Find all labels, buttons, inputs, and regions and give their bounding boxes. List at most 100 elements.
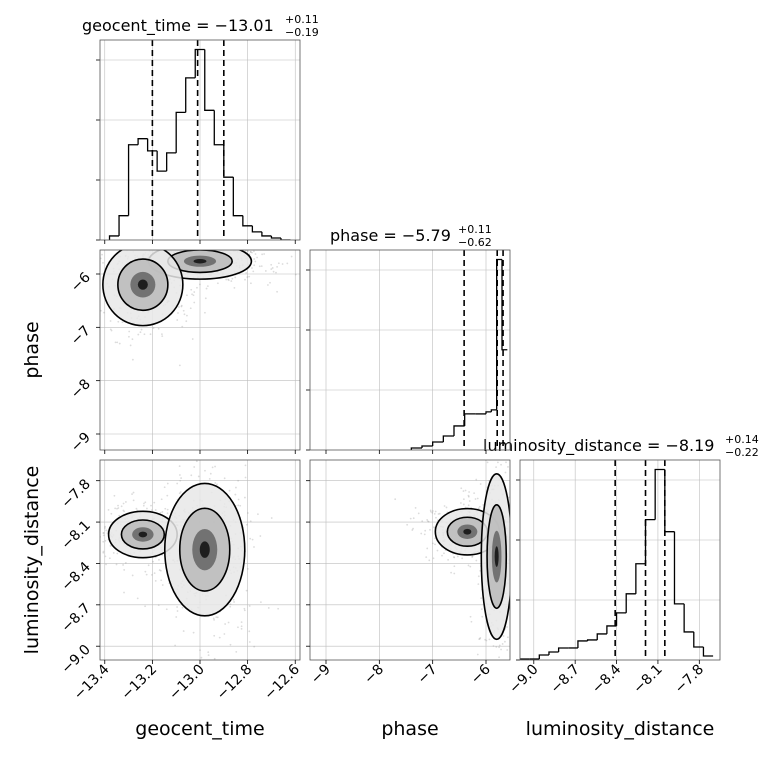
pair-geocent-time-phase-sample-645 bbox=[198, 283, 201, 286]
pair-geocent-time-phase-sample-584 bbox=[128, 335, 130, 338]
pair-geocent-time-luminosity-distance-sample-336 bbox=[105, 529, 108, 532]
hist-luminosity-distance-bar-8 bbox=[596, 633, 607, 640]
pair-phase-luminosity-distance-sample-576 bbox=[479, 458, 481, 460]
pair-geocent-time-phase-sample-598 bbox=[131, 358, 134, 361]
hist-luminosity-distance-xtick-label-0: −9.0 bbox=[506, 662, 541, 697]
pair-geocent-time-luminosity-distance-sample-282 bbox=[115, 563, 118, 566]
pair-phase-luminosity-distance-sample-266 bbox=[436, 549, 439, 552]
pair-geocent-time-phase-sample-561 bbox=[197, 247, 199, 249]
hist-geocent-time-bar-17 bbox=[270, 235, 281, 239]
title-geocent-time-lower: −0.19 bbox=[285, 26, 319, 39]
pair-geocent-time-phase-sample-163 bbox=[137, 246, 139, 248]
pair-geocent-time-luminosity-distance-sample-105 bbox=[251, 538, 254, 541]
pair-phase-luminosity-distance-sample-83 bbox=[513, 538, 515, 540]
pair-geocent-time-phase-sample-194 bbox=[221, 246, 223, 248]
pair-phase-luminosity-distance-sample-665 bbox=[476, 497, 479, 500]
pair-geocent-time-luminosity-distance-sample-192 bbox=[229, 643, 232, 646]
pair-geocent-time-phase-sample-539 bbox=[139, 233, 141, 235]
pair-geocent-time-phase-sample-415 bbox=[154, 247, 156, 249]
hist-phase-bar-7 bbox=[485, 411, 492, 414]
pair-geocent-time-luminosity-distance-sample-143 bbox=[167, 673, 169, 675]
pair-geocent-time-phase-sample-238 bbox=[85, 245, 87, 247]
pair-phase-luminosity-distance-sample-340 bbox=[428, 559, 431, 562]
pair-phase-luminosity-distance-sample-107 bbox=[453, 572, 456, 575]
pair-geocent-time-luminosity-distance-sample-465 bbox=[166, 482, 169, 485]
pair-geocent-time-luminosity-distance-sample-304 bbox=[86, 543, 88, 545]
pair-geocent-time-phase-sample-673 bbox=[247, 246, 249, 248]
pair-phase-luminosity-distance-sample-607 bbox=[477, 583, 480, 586]
hist-phase-bar-1 bbox=[421, 445, 433, 448]
pair-geocent-time-luminosity-distance-sample-498 bbox=[246, 512, 249, 514]
pair-geocent-time-luminosity-distance-sample-360 bbox=[93, 542, 95, 544]
hist-phase-bar-4 bbox=[453, 425, 465, 436]
pair-geocent-time-luminosity-distance-sample-481 bbox=[184, 453, 186, 455]
pair-geocent-time-phase-sample-609 bbox=[189, 307, 192, 310]
pair-phase-luminosity-distance-sample-660 bbox=[438, 512, 441, 515]
pair-geocent-time-luminosity-distance-sample-496 bbox=[204, 469, 206, 472]
pair-phase-luminosity-distance-sample-440 bbox=[480, 608, 483, 611]
pair-geocent-time-luminosity-distance-sample-567 bbox=[243, 609, 246, 612]
pair-phase-luminosity-distance-sample-662 bbox=[485, 639, 488, 642]
pair-phase-luminosity-distance-sample-89 bbox=[506, 626, 508, 628]
hist-geocent-time-bar-14 bbox=[242, 215, 253, 227]
pair-phase-luminosity-distance-sample-460 bbox=[470, 620, 473, 623]
pair-geocent-time-phase-sample-636 bbox=[228, 245, 230, 247]
pair-geocent-time-phase-sample-11 bbox=[242, 245, 244, 247]
pair-phase-luminosity-distance-sample-172 bbox=[409, 517, 412, 520]
pair-geocent-time-phase-mode-1-level-3 bbox=[137, 279, 148, 290]
pair-geocent-time-phase-sample-347 bbox=[188, 247, 190, 249]
pair-geocent-time-phase-sample-251 bbox=[276, 290, 278, 293]
pair-geocent-time-phase-sample-300 bbox=[195, 248, 197, 250]
pair-geocent-time-luminosity-distance-sample-226 bbox=[142, 504, 145, 507]
pair-geocent-time-phase-sample-80 bbox=[187, 242, 189, 244]
pair-phase-luminosity-distance-sample-429 bbox=[445, 506, 448, 509]
pair-phase-luminosity-distance-sample-117 bbox=[511, 619, 513, 621]
pair-phase-luminosity-distance-sample-345 bbox=[467, 495, 470, 498]
title-geocent-time-upper: +0.11 bbox=[285, 13, 319, 26]
pair-geocent-time-phase-sample-575 bbox=[199, 248, 201, 250]
pair-geocent-time-luminosity-distance-sample-345 bbox=[197, 475, 200, 478]
pair-geocent-time-phase-sample-240 bbox=[270, 263, 273, 266]
pair-phase-luminosity-distance-sample-539 bbox=[492, 669, 494, 671]
pair-geocent-time-luminosity-distance-sample-127 bbox=[235, 486, 237, 489]
pair-phase-luminosity-distance-sample-682 bbox=[469, 565, 472, 568]
pair-geocent-time-phase-sample-551 bbox=[182, 309, 185, 312]
pair-geocent-time-luminosity-distance-sample-503 bbox=[253, 546, 255, 548]
pair-geocent-time-luminosity-distance-sample-16 bbox=[208, 478, 211, 480]
pair-phase-luminosity-distance-sample-554 bbox=[431, 510, 434, 512]
pair-geocent-time-luminosity-distance-sample-96 bbox=[102, 532, 105, 534]
pair-geocent-time-luminosity-distance-sample-190 bbox=[112, 552, 115, 554]
pair-geocent-time-luminosity-distance-sample-257 bbox=[240, 627, 243, 630]
pair-phase-luminosity-distance-sample-459 bbox=[429, 528, 431, 531]
hist-geocent-time-bar-9 bbox=[194, 48, 205, 78]
pair-phase-luminosity-distance-sample-385 bbox=[443, 552, 445, 555]
pair-geocent-time-luminosity-distance-sample-419 bbox=[114, 507, 117, 510]
pair-phase-luminosity-distance-sample-291 bbox=[515, 583, 517, 585]
pair-geocent-time-luminosity-distance-sample-125 bbox=[245, 523, 248, 526]
pair-phase-luminosity-distance-sample-518 bbox=[434, 543, 436, 546]
pair-phase-luminosity-distance-sample-548 bbox=[488, 638, 491, 641]
pair-phase-luminosity-distance-sample-294 bbox=[433, 526, 435, 529]
hist-luminosity-distance-xtick-label-2: −8.4 bbox=[589, 661, 624, 696]
pair-geocent-time-luminosity-distance-sample-482 bbox=[234, 493, 237, 496]
pair-phase-luminosity-distance-sample-138 bbox=[478, 638, 481, 641]
pair-geocent-time-luminosity-distance-sample-666 bbox=[213, 618, 215, 621]
pair-geocent-time-phase-sample-454 bbox=[263, 253, 266, 255]
pair-geocent-time-phase-sample-49 bbox=[176, 244, 178, 246]
pair-geocent-time-phase-sample-568 bbox=[178, 364, 181, 367]
pair-geocent-time-phase-sample-527 bbox=[192, 294, 195, 297]
pair-phase-luminosity-distance-sample-310 bbox=[412, 517, 415, 520]
pair-geocent-time-phase-sample-354 bbox=[253, 258, 256, 260]
pair-geocent-time-phase-sample-26 bbox=[137, 333, 140, 336]
pair-geocent-time-luminosity-distance-sample-525 bbox=[180, 477, 183, 479]
pair-geocent-time-phase-sample-494 bbox=[100, 309, 102, 312]
pair-geocent-time-luminosity-distance-sample-177 bbox=[157, 604, 160, 607]
pair-geocent-time-luminosity-distance-sample-188 bbox=[96, 556, 98, 558]
pair-geocent-time-phase-sample-319 bbox=[183, 238, 185, 240]
pair-geocent-time-luminosity-distance-sample-277 bbox=[234, 445, 236, 447]
pair-geocent-time-phase-sample-697 bbox=[206, 285, 209, 288]
pair-phase-luminosity-distance-mode-1-level-3 bbox=[494, 546, 499, 567]
pair-geocent-time-luminosity-distance-sample-559 bbox=[83, 509, 85, 511]
pair-geocent-time-luminosity-distance-sample-118 bbox=[143, 502, 145, 505]
pair-geocent-time-luminosity-distance-sample-5 bbox=[229, 605, 232, 608]
